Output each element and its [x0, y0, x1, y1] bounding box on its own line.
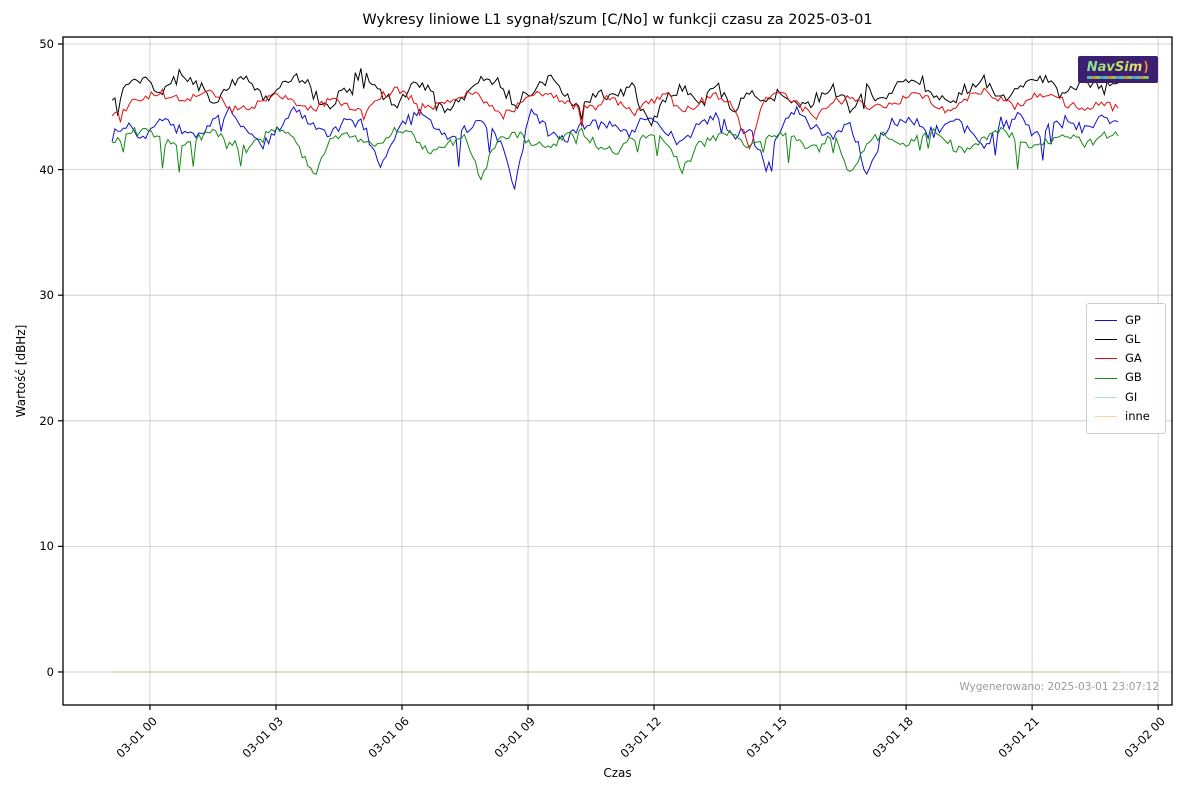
- y-axis-title: Wartość [dBHz]: [14, 324, 28, 418]
- legend-item-GL: GL: [1095, 331, 1157, 346]
- legend-label: GA: [1125, 351, 1142, 366]
- legend-item-GB: GB: [1095, 372, 1157, 384]
- series-line-GP: [111, 105, 1119, 190]
- chart-title: Wykresy liniowe L1 sygnał/szum [C/No] w …: [362, 12, 873, 28]
- x-axis-title: Czas: [603, 766, 632, 780]
- legend-swatch: [1095, 339, 1117, 341]
- legend-label: GI: [1125, 389, 1138, 404]
- y-tick-label: 40: [39, 162, 54, 177]
- legend-label: GL: [1125, 331, 1141, 346]
- navsim-logo: NavSim ): [1078, 56, 1158, 83]
- legend-swatch: [1095, 396, 1117, 398]
- y-tick-label: 50: [39, 37, 54, 52]
- legend-swatch: [1095, 319, 1117, 321]
- legend-swatch: [1095, 377, 1117, 379]
- legend-item-inne: inne: [1095, 408, 1157, 423]
- generated-timestamp: Wygenerowano: 2025-03-01 23:07:12: [959, 681, 1159, 693]
- y-tick-label: 30: [39, 288, 54, 303]
- y-tick-label: 10: [39, 539, 54, 554]
- plot-frame: [62, 36, 1173, 706]
- legend-item-GA: GA: [1095, 353, 1157, 365]
- legend-swatch: [1095, 358, 1117, 360]
- logo-text: NavSim: [1086, 59, 1143, 75]
- y-tick-label: 20: [39, 413, 54, 428]
- legend-item-GP: GP: [1095, 312, 1157, 327]
- legend: GP GL GA GB GI inne: [1086, 303, 1166, 434]
- logo-subtext-decoration: [1087, 75, 1149, 79]
- series-line-GA: [111, 86, 1119, 151]
- legend-label: inne: [1125, 408, 1150, 423]
- y-tick-label: 0: [46, 664, 54, 679]
- logo-swoosh-icon: ): [1143, 59, 1149, 75]
- legend-label: GB: [1125, 370, 1142, 385]
- series-line-GB: [112, 126, 1119, 182]
- legend-label: GP: [1125, 312, 1141, 327]
- legend-swatch: [1095, 415, 1117, 417]
- series-line-GL: [111, 68, 1119, 128]
- legend-item-GI: GI: [1095, 389, 1157, 404]
